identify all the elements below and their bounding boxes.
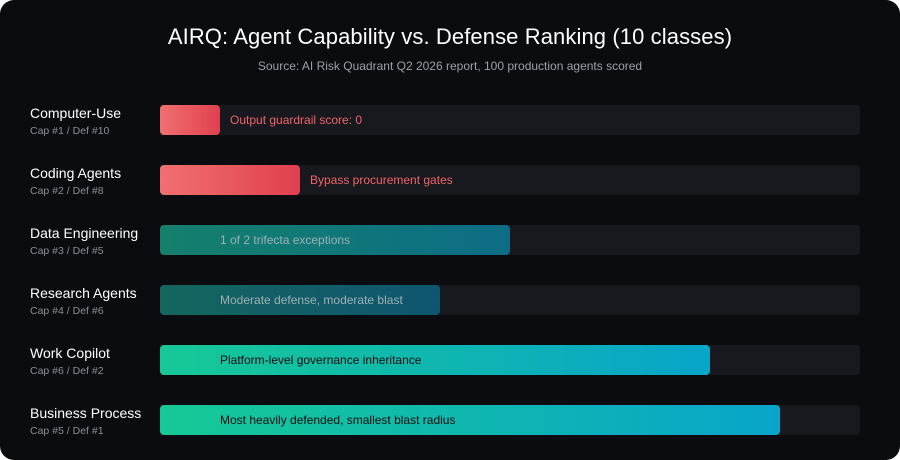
bar	[160, 225, 510, 255]
bar-track: Platform-level governance inheritance	[160, 345, 860, 375]
rank-label: Cap #6 / Def #2	[30, 365, 104, 377]
rank-label: Cap #4 / Def #6	[30, 305, 104, 317]
rank-label: Cap #2 / Def #8	[30, 185, 104, 197]
rank-label: Cap #3 / Def #5	[30, 245, 104, 257]
rank-label: Cap #5 / Def #1	[30, 425, 104, 437]
bar-annotation: 1 of 2 trifecta exceptions	[220, 233, 351, 247]
bar-annotation: Platform-level governance inheritance	[220, 353, 422, 367]
bar-row: Research Agents Cap #4 / Def #6 Moderate d…	[0, 285, 900, 345]
bar-row: Computer-Use Cap #1 / Def #10 Output guard…	[0, 105, 900, 165]
bar-annotation: Most heavily defended, smallest blast ra…	[220, 413, 456, 427]
bar-annotation: Moderate defense, moderate blast	[220, 293, 403, 307]
chart-title: AIRQ: Agent Capability vs. Defense Ranki…	[167, 24, 733, 49]
category-label: Work Copilot	[30, 345, 110, 361]
category-label: Coding Agents	[30, 165, 122, 181]
bar	[160, 165, 300, 195]
bar	[160, 345, 710, 375]
bar-track: Moderate defense, moderate blast	[160, 285, 860, 315]
category-label: Data Engineering	[30, 225, 139, 241]
bar-track: Most heavily defended, smallest blast ra…	[160, 405, 860, 435]
bar-row: Coding Agents Cap #2 / Def #8 Bypass procu…	[0, 165, 900, 225]
bar-track: 1 of 2 trifecta exceptions	[160, 225, 860, 255]
category-label: Research Agents	[30, 285, 137, 301]
category-label: Business Process	[30, 405, 142, 421]
bar-annotation: Output guardrail score: 0	[230, 113, 363, 127]
rank-label: Cap #1 / Def #10	[30, 125, 110, 137]
bar-annotation: Bypass procurement gates	[310, 173, 453, 187]
bar	[160, 105, 220, 135]
bar-track: Output guardrail score: 0	[160, 105, 860, 135]
bar-row: Data Engineering Cap #3 / Def #5 1 of 2 tr…	[0, 225, 900, 285]
bar-track: Bypass procurement gates	[160, 165, 860, 195]
category-label: Computer-Use	[30, 105, 122, 121]
chart-subtitle: Source: AI Risk Quadrant Q2 2026 report,…	[257, 59, 643, 73]
bar	[160, 405, 780, 435]
bar-row: Business Process Cap #5 / Def #1 Most heav…	[0, 405, 900, 460]
bar-row: Work Copilot Cap #6 / Def #2 Platform-leve…	[0, 345, 900, 405]
bar	[160, 285, 440, 315]
